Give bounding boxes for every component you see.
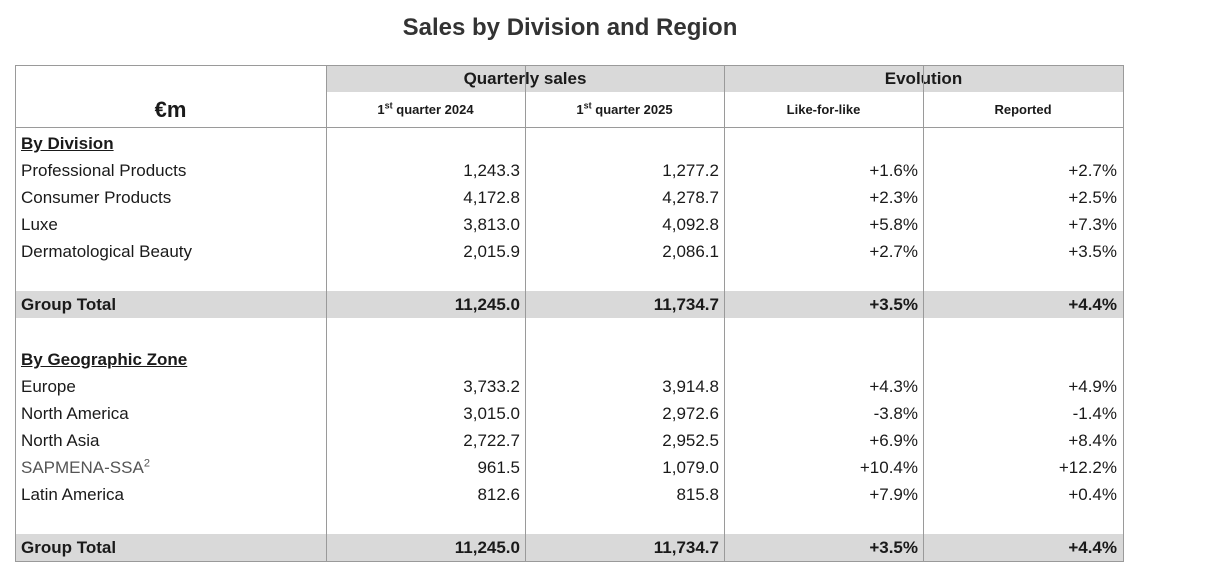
- group-total-row: Group Total 11,245.0 11,734.7 +3.5% +4.4%: [15, 291, 1124, 318]
- value-lfl: +2.7%: [869, 242, 918, 261]
- value-q2024: 961.5: [477, 458, 520, 477]
- value-reported: +2.7%: [1068, 161, 1117, 180]
- sales-table: Quarterly sales Evolution €m 1st quarter…: [15, 65, 1124, 562]
- table-row: SAPMENA-SSA2 961.5 1,079.0 +10.4% +12.2%: [15, 454, 1124, 481]
- value-reported: +7.3%: [1068, 215, 1117, 234]
- value-q2025: 11,734.7: [653, 295, 719, 314]
- value-q2024: 3,015.0: [463, 404, 520, 423]
- q1-2025-header: 1st quarter 2025: [576, 100, 673, 117]
- table-row: North Asia 2,722.7 2,952.5 +6.9% +8.4%: [15, 427, 1124, 454]
- value-lfl: +1.6%: [869, 161, 918, 180]
- value-q2024: 11,245.0: [454, 295, 520, 314]
- row-label-text: Group Total: [21, 538, 117, 557]
- value-lfl: +4.3%: [869, 377, 918, 396]
- value-reported: +3.5%: [1068, 242, 1117, 261]
- divider-2: [525, 65, 526, 562]
- value-reported: +4.4%: [1068, 538, 1117, 557]
- border-top: [15, 65, 1124, 66]
- row-label-text: Professional Products: [21, 161, 187, 180]
- chart-title: Sales by Division and Region: [402, 14, 738, 41]
- value-q2025: 4,278.7: [662, 188, 719, 207]
- q1-2024-header: 1st quarter 2024: [377, 100, 474, 117]
- table-row: Luxe 3,813.0 4,092.8 +5.8% +7.3%: [15, 211, 1124, 238]
- value-lfl: +2.3%: [869, 188, 918, 207]
- value-reported: +0.4%: [1068, 485, 1117, 504]
- table-row: Dermatological Beauty 2,015.9 2,086.1 +2.7%…: [15, 238, 1124, 265]
- divider-3: [724, 65, 725, 562]
- value-q2025: 4,092.8: [662, 215, 719, 234]
- section-header-zone: By Geographic Zone: [15, 346, 1124, 373]
- value-q2025: 2,972.6: [662, 404, 719, 423]
- row-label-text: Consumer Products: [21, 188, 172, 207]
- row-label: Latin America: [21, 481, 124, 508]
- value-q2024: 11,245.0: [454, 538, 520, 557]
- value-q2024: 1,243.3: [463, 161, 520, 180]
- value-q2024: 2,015.9: [463, 242, 520, 261]
- value-reported: +2.5%: [1068, 188, 1117, 207]
- value-q2024: 3,813.0: [463, 215, 520, 234]
- value-q2024: 3,733.2: [463, 377, 520, 396]
- border-right: [1123, 65, 1124, 562]
- value-q2024: 4,172.8: [463, 188, 520, 207]
- row-label-text: North Asia: [21, 431, 100, 450]
- row-label: Luxe: [21, 211, 58, 238]
- row-label-text: North America: [21, 404, 129, 423]
- table-row: Europe 3,733.2 3,914.8 +4.3% +4.9%: [15, 373, 1124, 400]
- row-label-text: Latin America: [21, 485, 124, 504]
- value-lfl: -3.8%: [873, 404, 918, 423]
- border-bottom: [15, 561, 1124, 562]
- value-q2025: 815.8: [676, 485, 719, 504]
- value-lfl: +3.5%: [869, 295, 918, 314]
- row-label: Professional Products: [21, 157, 186, 184]
- table-row: Latin America 812.6 815.8 +7.9% +0.4%: [15, 481, 1124, 508]
- value-lfl: +3.5%: [869, 538, 918, 557]
- value-lfl: +6.9%: [869, 431, 918, 450]
- value-q2025: 3,914.8: [662, 377, 719, 396]
- table-row: North America 3,015.0 2,972.6 -3.8% -1.4%: [15, 400, 1124, 427]
- section-title: By Division: [21, 134, 114, 153]
- row-label: North Asia: [21, 427, 99, 454]
- value-lfl: +10.4%: [859, 458, 918, 477]
- footnote-marker: 2: [143, 457, 150, 470]
- border-left: [15, 65, 16, 562]
- value-reported: -1.4%: [1072, 404, 1117, 423]
- table-row: Professional Products 1,243.3 1,277.2 +1.6%…: [15, 157, 1124, 184]
- row-label: Group Total: [21, 291, 116, 318]
- unit-header: €m: [154, 97, 187, 122]
- row-label-text: Europe: [21, 377, 76, 396]
- row-label-text: Luxe: [21, 215, 58, 234]
- value-q2024: 2,722.7: [463, 431, 520, 450]
- divider-4: [923, 65, 924, 562]
- row-label: Dermatological Beauty: [21, 238, 192, 265]
- row-label-text: SAPMENA-SSA: [21, 458, 144, 477]
- row-label: Europe: [21, 373, 76, 400]
- value-reported: +8.4%: [1068, 431, 1117, 450]
- row-label-text: Group Total: [21, 295, 117, 314]
- value-q2025: 1,277.2: [662, 161, 719, 180]
- value-reported: +4.9%: [1068, 377, 1117, 396]
- header-bottom-line: [15, 127, 1124, 128]
- section-header-division: By Division: [15, 130, 1124, 157]
- value-lfl: +5.8%: [869, 215, 918, 234]
- section-title: By Geographic Zone: [21, 350, 188, 369]
- row-label: North America: [21, 400, 129, 427]
- value-q2025: 2,086.1: [662, 242, 719, 261]
- value-q2025: 11,734.7: [653, 538, 719, 557]
- value-lfl: +7.9%: [869, 485, 918, 504]
- divider-1: [326, 65, 327, 562]
- row-label: Group Total: [21, 534, 116, 561]
- value-reported: +4.4%: [1068, 295, 1117, 314]
- row-label: Consumer Products: [21, 184, 171, 211]
- value-reported: +12.2%: [1058, 458, 1117, 477]
- value-q2025: 2,952.5: [662, 431, 719, 450]
- table-row: Consumer Products 4,172.8 4,278.7 +2.3% +2.5…: [15, 184, 1124, 211]
- group-total-row: Group Total 11,245.0 11,734.7 +3.5% +4.4%: [15, 534, 1124, 561]
- reported-header: Reported: [994, 102, 1052, 117]
- row-label-text: Dermatological Beauty: [21, 242, 193, 261]
- row-label: SAPMENA-SSA2: [21, 454, 150, 481]
- value-q2025: 1,079.0: [662, 458, 719, 477]
- value-q2024: 812.6: [477, 485, 520, 504]
- like-for-like-header: Like-for-like: [786, 102, 861, 117]
